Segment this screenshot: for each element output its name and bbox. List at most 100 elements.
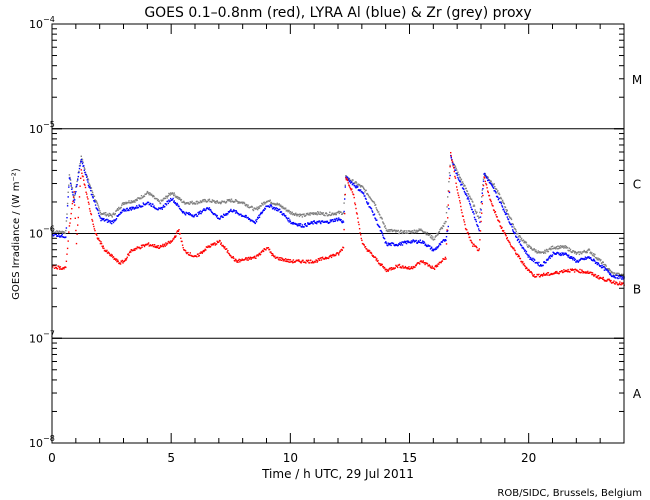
data-point: [94, 204, 97, 206]
data-point: [392, 242, 395, 245]
data-point: [308, 262, 311, 264]
data-point: [435, 248, 438, 250]
data-point: [147, 192, 150, 194]
data-point: [140, 197, 142, 200]
data-point: [621, 278, 623, 280]
x-tick-label: 0: [48, 451, 56, 465]
data-point: [228, 200, 230, 202]
data-point: [262, 204, 264, 206]
data-point: [600, 265, 602, 267]
data-point: [195, 203, 197, 205]
data-point: [150, 194, 152, 196]
data-point: [554, 272, 556, 274]
data-point: [513, 247, 515, 249]
data-point: [411, 230, 414, 232]
data-point: [80, 161, 82, 163]
data-point: [61, 233, 63, 236]
data-point: [71, 202, 74, 205]
data-point: [598, 278, 600, 280]
data-point: [352, 193, 355, 196]
data-point: [564, 245, 566, 247]
data-point: [71, 208, 73, 210]
data-point: [320, 259, 323, 261]
data-point: [65, 220, 68, 222]
data-point: [333, 220, 335, 222]
data-point: [400, 242, 402, 245]
data-point: [76, 233, 78, 235]
data-point: [495, 188, 498, 190]
data-point: [274, 255, 276, 257]
data-point: [389, 230, 391, 233]
data-point: [387, 242, 389, 244]
data-point: [514, 228, 516, 230]
data-point: [335, 213, 337, 216]
data-point: [91, 218, 93, 221]
data-point: [346, 178, 348, 180]
data-point: [403, 241, 405, 243]
data-point: [461, 181, 464, 183]
data-point: [367, 250, 370, 252]
data-point: [219, 240, 221, 242]
data-point: [419, 263, 421, 265]
data-point: [216, 240, 218, 242]
data-point: [613, 272, 616, 274]
data-point: [203, 249, 206, 252]
data-point: [376, 209, 379, 212]
data-point: [70, 212, 72, 215]
data-point: [342, 221, 345, 223]
data-point: [74, 204, 76, 206]
data-point: [476, 246, 478, 249]
data-point: [280, 257, 282, 259]
data-point: [97, 237, 100, 240]
data-point: [489, 182, 492, 184]
data-point: [70, 185, 72, 187]
data-point: [431, 249, 433, 252]
data-point: [479, 239, 481, 241]
data-point: [237, 259, 240, 262]
data-point: [476, 223, 478, 226]
data-point: [343, 210, 345, 213]
y-tick-label: 10−6: [29, 225, 55, 241]
data-point: [316, 213, 318, 215]
data-point: [601, 277, 603, 279]
data-point: [166, 197, 168, 199]
data-point: [504, 232, 506, 234]
data-point: [466, 229, 468, 231]
data-point: [84, 184, 86, 186]
data-point: [87, 201, 90, 203]
data-point: [573, 257, 575, 260]
data-point: [370, 198, 372, 200]
data-point: [568, 250, 570, 252]
data-point: [191, 215, 193, 217]
data-point: [359, 185, 361, 187]
data-point: [253, 256, 255, 259]
data-point: [358, 189, 360, 191]
data-point: [442, 225, 445, 227]
data-point: [86, 196, 88, 198]
data-point: [571, 257, 573, 259]
data-point: [392, 267, 395, 269]
data-point: [578, 251, 580, 253]
data-point: [577, 261, 579, 263]
flare-class-label: A: [633, 387, 642, 401]
data-point: [272, 254, 274, 256]
data-point: [542, 264, 544, 267]
data-point: [565, 247, 567, 249]
data-point: [142, 202, 144, 204]
data-point: [545, 272, 548, 275]
data-point: [203, 208, 205, 210]
data-point: [337, 252, 339, 255]
data-point: [312, 223, 314, 225]
data-point: [460, 178, 463, 180]
data-point: [184, 203, 187, 205]
data-point: [534, 259, 536, 261]
data-point: [532, 249, 535, 251]
data-point: [73, 191, 75, 193]
data-point: [254, 222, 256, 225]
data-point: [599, 258, 601, 260]
data-point: [109, 214, 111, 216]
data-point: [482, 178, 485, 180]
data-point: [321, 220, 324, 222]
data-point: [569, 248, 572, 251]
